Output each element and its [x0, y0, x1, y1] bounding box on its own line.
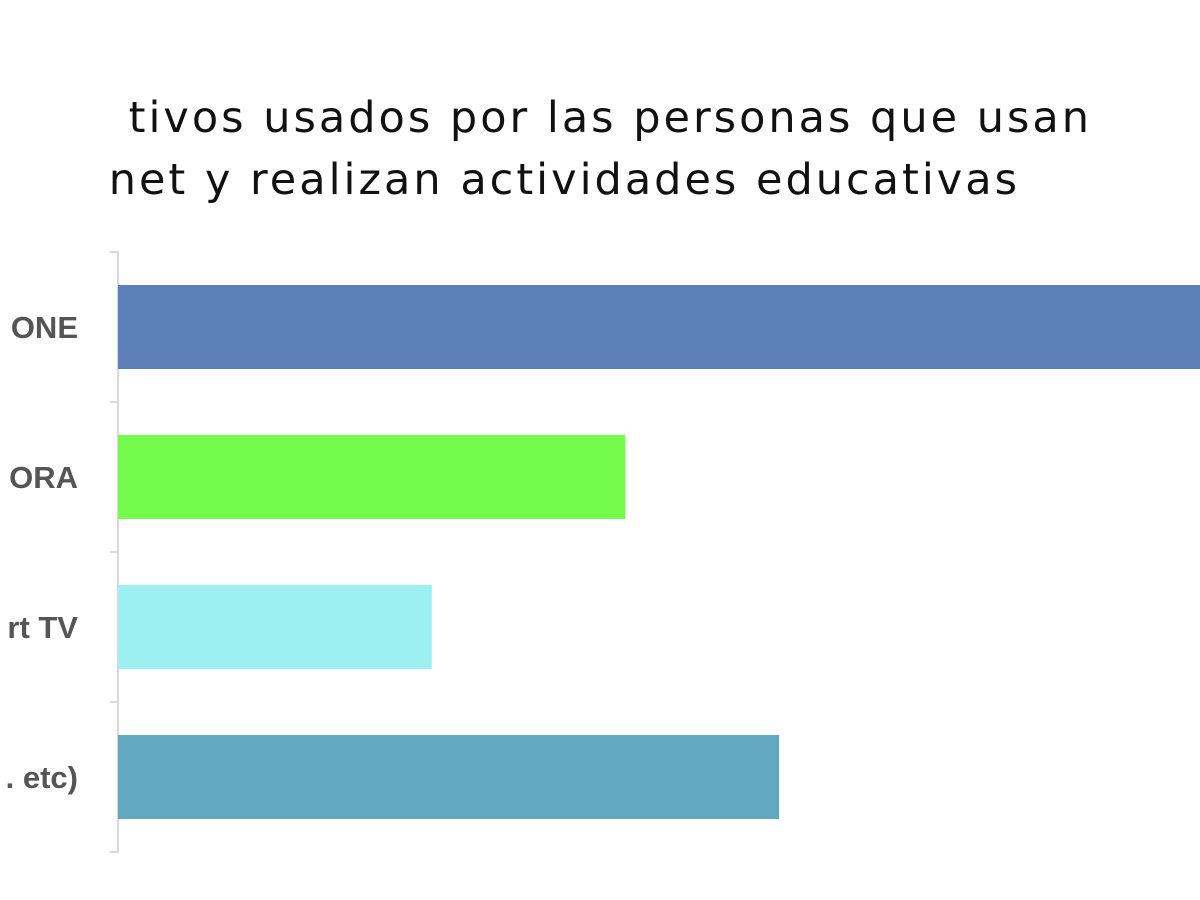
bar — [118, 435, 626, 519]
bar — [118, 735, 780, 819]
chart-title-line-1: tivos usados por las personas que usan — [128, 93, 1092, 143]
bar — [118, 585, 432, 669]
category-label: rt TV — [7, 610, 78, 645]
chart-title-line-2: net y realizan actividades educativas — [108, 155, 1020, 205]
category-label: ONE — [11, 310, 78, 345]
category-label: . etc) — [6, 760, 78, 795]
category-label: ORA — [9, 460, 78, 495]
bar — [118, 285, 1200, 369]
